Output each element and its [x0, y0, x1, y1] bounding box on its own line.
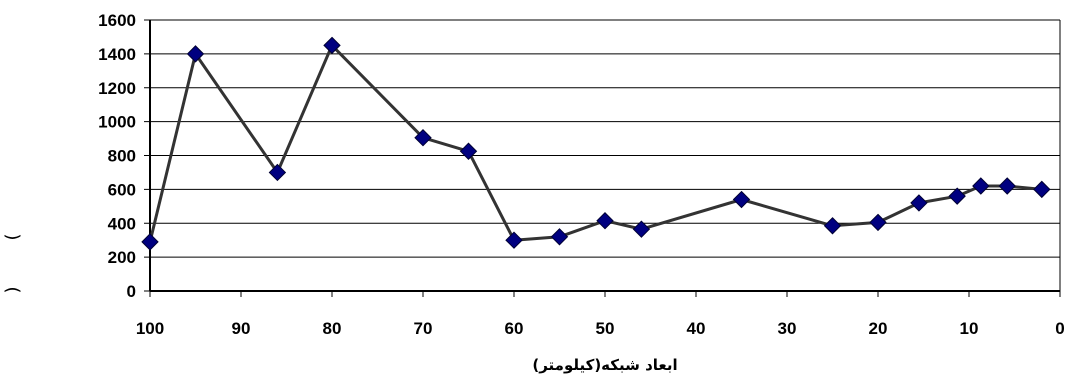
- x-tick-label: 0: [1055, 319, 1064, 338]
- series-group: [141, 36, 1051, 251]
- data-point: [732, 190, 751, 209]
- data-point: [823, 217, 842, 235]
- y-tick-label: 1400: [98, 45, 136, 64]
- x-tick-label: 100: [136, 319, 164, 338]
- x-tick-label: 70: [414, 319, 433, 338]
- data-point: [141, 233, 159, 251]
- y-tick-label: 800: [108, 147, 136, 166]
- x-tick-label: 80: [323, 319, 342, 338]
- data-point: [910, 194, 928, 212]
- series-line: [148, 43, 1042, 243]
- x-axis-title: ابعاد شبکه(کیلومتر): [532, 356, 677, 374]
- data-point: [948, 187, 966, 205]
- y-tick-label: 400: [108, 214, 136, 233]
- x-tick-label: 40: [687, 319, 706, 338]
- y-tick-label: 1200: [98, 79, 136, 98]
- data-point: [1033, 180, 1051, 199]
- y-tick-label: 1000: [98, 113, 136, 132]
- y-tick-labels: 0 200 400 600 800 1000 1200 1400 1600: [98, 11, 136, 301]
- y-axis-paren-close: ): [2, 286, 23, 293]
- x-tick-label: 10: [960, 319, 979, 338]
- x-tick-labels: 100 90 80 70 60 50 40 30 20 10 0: [136, 319, 1065, 338]
- data-point: [323, 36, 341, 55]
- data-point: [505, 231, 523, 249]
- x-tick-label: 30: [778, 319, 797, 338]
- y-tick-label: 1600: [98, 11, 136, 30]
- gridlines: [150, 19, 1060, 258]
- data-point: [268, 163, 287, 182]
- y-tick-label: 0: [127, 282, 136, 301]
- data-point: [632, 220, 651, 238]
- x-tick-label: 20: [869, 319, 888, 338]
- x-tick-label: 90: [232, 319, 251, 338]
- data-point: [972, 177, 990, 195]
- data-point: [459, 142, 478, 160]
- axes: [144, 19, 1061, 297]
- data-point: [596, 212, 614, 230]
- y-tick-label: 200: [108, 248, 136, 267]
- data-point: [869, 213, 887, 232]
- x-tick-label: 50: [596, 319, 615, 338]
- data-point: [998, 177, 1016, 195]
- data-point: [414, 129, 432, 147]
- data-point: [550, 228, 569, 246]
- y-axis-paren-open: (: [2, 233, 23, 240]
- x-tick-label: 60: [505, 319, 524, 338]
- data-point: [186, 45, 205, 63]
- y-tick-label: 600: [108, 180, 136, 199]
